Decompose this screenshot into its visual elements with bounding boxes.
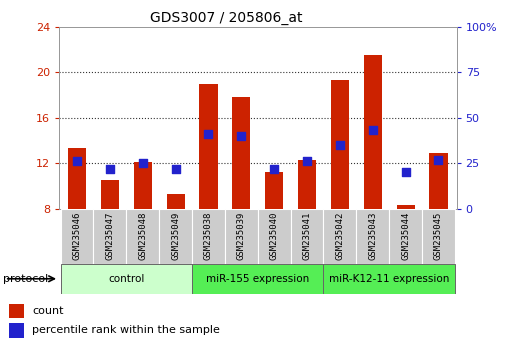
Text: GSM235046: GSM235046 bbox=[72, 212, 82, 261]
Text: GSM235047: GSM235047 bbox=[106, 212, 114, 261]
Bar bbox=[9, 323, 24, 338]
Point bbox=[73, 159, 81, 164]
Point bbox=[237, 133, 245, 139]
Bar bbox=[291, 209, 324, 264]
Bar bbox=[9, 304, 24, 319]
Bar bbox=[357, 209, 389, 264]
Point bbox=[270, 166, 279, 172]
Point bbox=[204, 131, 212, 137]
Point bbox=[402, 170, 410, 175]
Bar bbox=[429, 153, 447, 209]
Point bbox=[139, 160, 147, 166]
Bar bbox=[61, 264, 192, 294]
Bar bbox=[298, 160, 316, 209]
Text: GSM235041: GSM235041 bbox=[303, 212, 311, 261]
Point bbox=[435, 157, 443, 162]
Bar bbox=[225, 209, 258, 264]
Bar bbox=[126, 209, 159, 264]
Bar bbox=[93, 209, 126, 264]
Bar bbox=[167, 194, 185, 209]
Text: miR-K12-11 expression: miR-K12-11 expression bbox=[329, 274, 449, 284]
Bar bbox=[331, 80, 349, 209]
Text: GSM235044: GSM235044 bbox=[401, 212, 410, 261]
Bar bbox=[324, 209, 357, 264]
Text: percentile rank within the sample: percentile rank within the sample bbox=[32, 325, 220, 336]
Point bbox=[369, 128, 377, 133]
Text: protocol: protocol bbox=[3, 274, 48, 284]
Text: GSM235048: GSM235048 bbox=[139, 212, 147, 261]
Bar bbox=[192, 209, 225, 264]
Bar bbox=[200, 84, 218, 209]
Bar bbox=[258, 209, 291, 264]
Bar bbox=[364, 55, 382, 209]
Bar bbox=[68, 148, 86, 209]
Point bbox=[303, 159, 311, 164]
Bar bbox=[192, 264, 324, 294]
Point bbox=[336, 142, 344, 148]
Bar bbox=[265, 172, 283, 209]
Text: control: control bbox=[108, 274, 145, 284]
Bar bbox=[397, 205, 415, 209]
Text: miR-155 expression: miR-155 expression bbox=[206, 274, 309, 284]
Bar bbox=[389, 209, 422, 264]
Bar bbox=[422, 209, 455, 264]
Bar bbox=[101, 181, 119, 209]
Text: GSM235039: GSM235039 bbox=[237, 212, 246, 261]
Text: GSM235038: GSM235038 bbox=[204, 212, 213, 261]
Bar bbox=[134, 162, 152, 209]
Point bbox=[171, 166, 180, 172]
Point bbox=[106, 166, 114, 172]
Text: GSM235042: GSM235042 bbox=[336, 212, 344, 261]
Text: count: count bbox=[32, 306, 64, 316]
Text: GSM235045: GSM235045 bbox=[434, 212, 443, 261]
Bar bbox=[232, 97, 250, 209]
Text: GSM235043: GSM235043 bbox=[368, 212, 377, 261]
Bar bbox=[159, 209, 192, 264]
Bar bbox=[324, 264, 455, 294]
Text: GDS3007 / 205806_at: GDS3007 / 205806_at bbox=[150, 11, 302, 25]
Text: GSM235049: GSM235049 bbox=[171, 212, 180, 261]
Text: GSM235040: GSM235040 bbox=[270, 212, 279, 261]
Bar bbox=[61, 209, 93, 264]
